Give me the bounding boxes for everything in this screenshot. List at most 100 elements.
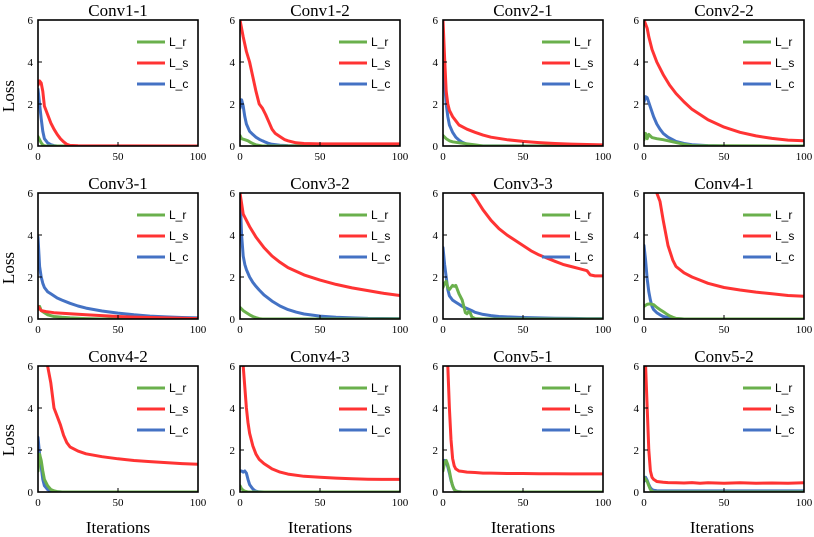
- y-tick-label: 4: [433, 57, 439, 69]
- series-line-l-s: [443, 20, 603, 146]
- x-tick-label: 0: [440, 151, 446, 163]
- panel-title: Conv4-1: [694, 174, 754, 193]
- y-tick-label: 0: [230, 314, 236, 326]
- panel-grid: Conv1-1 0 2 4 6 0 50 100 L_r L_s L_c Conv1-2 0 2 4 6 0 50…: [28, 1, 813, 509]
- panel-title: Conv5-2: [694, 347, 754, 366]
- series-line-l-c: [38, 435, 198, 492]
- y-tick-label: 0: [230, 487, 236, 499]
- y-tick-label: 2: [634, 99, 640, 111]
- x-tick-label: 50: [113, 497, 125, 509]
- legend: L_r L_s L_c: [542, 381, 593, 437]
- legend-label: L_r: [371, 35, 388, 49]
- legend-label: L_c: [775, 250, 794, 264]
- y-tick-label: 4: [230, 57, 236, 69]
- chart-panel: Conv2-1 0 2 4 6 0 50 100 L_r L_s L_c: [433, 1, 612, 163]
- legend-label: L_c: [574, 77, 593, 91]
- y-tick-label: 0: [433, 487, 439, 499]
- x-tick-label: 0: [641, 151, 647, 163]
- legend-label: L_c: [169, 77, 188, 91]
- series-line-l-s: [38, 304, 198, 319]
- series-line-l-c: [443, 459, 603, 492]
- chart-panel: Conv4-1 0 2 4 6 0 50 100 L_r L_s L_c: [634, 174, 813, 336]
- y-tick-label: 0: [634, 314, 640, 326]
- x-tick-label: 100: [392, 151, 409, 163]
- legend: L_r L_s L_c: [743, 381, 794, 437]
- series-line-l-r: [443, 459, 603, 492]
- panel-title: Conv2-1: [493, 1, 553, 20]
- legend: L_r L_s L_c: [339, 381, 390, 437]
- x-tick-label: 50: [518, 324, 530, 336]
- panel-title: Conv2-2: [694, 1, 754, 20]
- panel-title: Conv4-2: [88, 347, 148, 366]
- legend-label: L_s: [169, 229, 188, 243]
- y-tick-label: 4: [28, 230, 34, 242]
- legend-label: L_c: [371, 77, 390, 91]
- legend: L_r L_s L_c: [137, 35, 188, 91]
- chart-panel: Conv1-1 0 2 4 6 0 50 100 L_r L_s L_c: [28, 1, 207, 163]
- legend-label: L_c: [371, 250, 390, 264]
- ylabel-row-2: Loss: [0, 252, 18, 284]
- y-tick-label: 6: [230, 188, 236, 200]
- series-group: [644, 20, 804, 146]
- series-line-l-r: [38, 135, 198, 146]
- series-line-l-s: [46, 366, 198, 466]
- series-line-l-c: [38, 235, 198, 319]
- x-tick-label: 100: [190, 497, 207, 509]
- x-tick-label: 100: [392, 497, 409, 509]
- legend-label: L_r: [574, 35, 591, 49]
- legend-label: L_c: [169, 250, 188, 264]
- x-tick-label: 0: [237, 151, 243, 163]
- y-tick-label: 6: [634, 15, 640, 27]
- series-line-l-s: [446, 366, 603, 476]
- series-line-l-c: [240, 98, 400, 146]
- legend-label: L_c: [775, 423, 794, 437]
- legend: L_r L_s L_c: [542, 35, 593, 91]
- x-tick-label: 50: [719, 497, 731, 509]
- legend-label: L_r: [371, 208, 388, 222]
- y-tick-label: 6: [230, 361, 236, 373]
- series-line-l-s: [241, 366, 400, 481]
- y-tick-label: 2: [230, 272, 236, 284]
- chart-panel: Conv3-3 0 2 4 6 0 50 100 L_r L_s L_c: [433, 174, 612, 336]
- x-tick-label: 100: [796, 324, 813, 336]
- y-tick-label: 2: [28, 99, 34, 111]
- legend-label: L_s: [371, 56, 390, 70]
- xlabel-col-2: Iterations: [288, 518, 352, 537]
- chart-panel: Conv3-1 0 2 4 6 0 50 100 L_r L_s L_c: [28, 174, 207, 336]
- panel-title: Conv3-2: [290, 174, 350, 193]
- legend-label: L_r: [775, 35, 792, 49]
- chart-panel: Conv4-3 0 2 4 6 0 50 100 L_r L_s L_c: [230, 347, 409, 509]
- panel-title: Conv1-2: [290, 1, 350, 20]
- x-tick-label: 0: [35, 497, 41, 509]
- ylabel-row-1: Loss: [0, 80, 18, 112]
- legend-label: L_s: [574, 402, 593, 416]
- y-tick-label: 0: [634, 141, 640, 153]
- x-tick-label: 100: [190, 324, 207, 336]
- y-tick-label: 2: [28, 272, 34, 284]
- x-tick-label: 100: [595, 497, 612, 509]
- legend-label: L_s: [574, 229, 593, 243]
- legend: L_r L_s L_c: [339, 208, 390, 264]
- legend-label: L_c: [371, 423, 390, 437]
- legend-label: L_s: [775, 402, 794, 416]
- y-tick-label: 0: [28, 314, 34, 326]
- chart-panel: Conv2-2 0 2 4 6 0 50 100 L_r L_s L_c: [634, 1, 813, 163]
- legend: L_r L_s L_c: [137, 381, 188, 437]
- legend-label: L_s: [574, 56, 593, 70]
- legend: L_r L_s L_c: [542, 208, 593, 264]
- y-tick-label: 6: [634, 188, 640, 200]
- y-tick-label: 2: [433, 445, 439, 457]
- x-tick-label: 100: [392, 324, 409, 336]
- y-tick-label: 0: [28, 141, 34, 153]
- x-tick-label: 100: [595, 324, 612, 336]
- legend-label: L_s: [371, 229, 390, 243]
- legend-label: L_r: [169, 381, 186, 395]
- chart-panel: Conv5-1 0 2 4 6 0 50 100 L_r L_s L_c: [433, 347, 612, 509]
- y-tick-label: 4: [28, 403, 34, 415]
- y-tick-label: 4: [634, 403, 640, 415]
- panel-title: Conv3-1: [88, 174, 148, 193]
- x-tick-label: 100: [796, 497, 813, 509]
- series-line-l-s: [240, 193, 400, 297]
- legend-label: L_s: [371, 402, 390, 416]
- series-line-l-s: [240, 20, 400, 146]
